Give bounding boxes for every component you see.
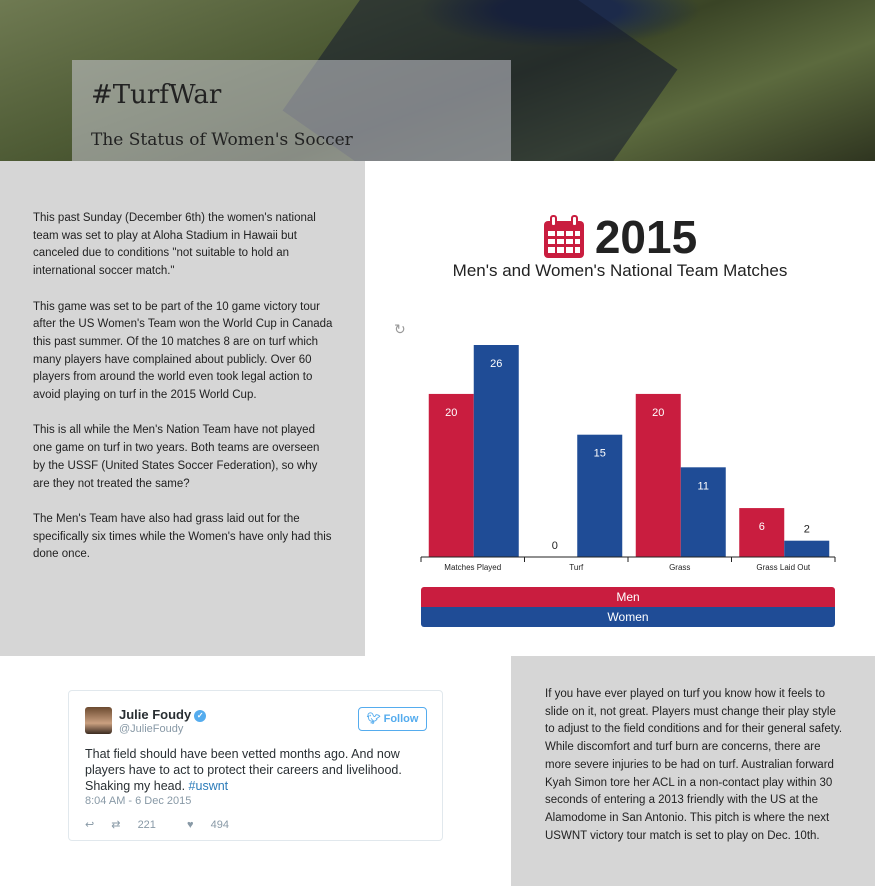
- data-label: 6: [759, 521, 765, 533]
- page-title: #TurfWar: [91, 80, 222, 110]
- intro-paragraph: The Men's Team have also had grass laid …: [33, 512, 332, 561]
- x-tick-label: Grass: [669, 563, 690, 572]
- tweet-body: That field should have been vetted month…: [85, 747, 402, 793]
- bar-women[interactable]: [473, 345, 519, 557]
- data-label: 20: [445, 407, 457, 419]
- bar-men[interactable]: [428, 393, 474, 557]
- data-label: 0: [552, 540, 558, 552]
- bar-women[interactable]: [680, 467, 726, 557]
- tweet-handle[interactable]: @JulieFoudy: [119, 723, 184, 735]
- heart-icon: ♥: [186, 819, 197, 831]
- follow-label: Follow: [383, 713, 419, 725]
- page-subtitle: The Status of Women's Soccer: [91, 130, 353, 150]
- chart-header: 2015: [365, 206, 875, 264]
- author-name[interactable]: Julie Foudy: [119, 707, 192, 722]
- data-label: 11: [698, 480, 709, 492]
- verified-icon: ✓: [194, 710, 207, 722]
- x-tick-label: Turf: [569, 563, 584, 572]
- refresh-icon[interactable]: ↻: [394, 321, 406, 337]
- tweet-text: That field should have been vetted month…: [85, 746, 430, 794]
- chart-title: Men's and Women's National Team Matches: [452, 261, 788, 280]
- bar-women[interactable]: [577, 434, 623, 557]
- tweet-author[interactable]: Julie Foudy ✓: [119, 707, 207, 722]
- data-label: 2: [804, 524, 810, 536]
- chart-panel: 2015 Men's and Women's National Team Mat…: [365, 161, 875, 656]
- data-label: 20: [652, 407, 664, 419]
- bar-women[interactable]: [784, 540, 830, 557]
- calendar-icon: [543, 214, 584, 258]
- retweet-count: 221: [137, 819, 156, 831]
- intro-paragraph: This game was set to be part of the 10 g…: [33, 300, 333, 402]
- legend-women[interactable]: Women: [421, 607, 835, 627]
- hero-banner: #TurfWar The Status of Women's Soccer: [0, 0, 875, 161]
- x-tick-label: Matches Played: [444, 563, 501, 572]
- hashtag-link[interactable]: #uswnt: [188, 779, 229, 793]
- retweet-button[interactable]: ⇄ 221: [111, 819, 170, 831]
- legend-men[interactable]: Men: [421, 587, 835, 607]
- data-label: 15: [594, 448, 606, 460]
- chart-year: 2015: [594, 210, 698, 263]
- x-tick-label: Grass Laid Out: [756, 563, 811, 572]
- data-label: 26: [490, 358, 502, 370]
- intro-panel: This past Sunday (December 6th) the wome…: [0, 161, 365, 656]
- closing-paragraph: If you have ever played on turf you know…: [545, 688, 843, 842]
- reply-icon[interactable]: ↩: [85, 819, 95, 831]
- like-count: 494: [210, 819, 229, 831]
- tweet-timestamp[interactable]: 8:04 AM - 6 Dec 2015: [85, 795, 192, 807]
- title-box: #TurfWar The Status of Women's Soccer: [72, 60, 511, 161]
- bar-men[interactable]: [635, 393, 681, 557]
- follow-button[interactable]: 🐦︎ Follow: [358, 707, 427, 731]
- retweet-icon: ⇄: [111, 819, 124, 831]
- intro-paragraph: This past Sunday (December 6th) the wome…: [33, 212, 316, 278]
- avatar[interactable]: [85, 707, 112, 734]
- twitter-bird-icon: 🐦︎: [366, 713, 384, 725]
- like-button[interactable]: ♥ 494: [187, 819, 243, 831]
- embedded-tweet[interactable]: Julie Foudy ✓ @JulieFoudy 🐦︎ Follow That …: [68, 690, 443, 841]
- bar-men[interactable]: [739, 508, 785, 557]
- bar-chart: 20 26 Matches Played 0 15 Turf 20 11 Grass 6 2 Gras…: [420, 345, 836, 572]
- tweet-actions: ↩ ⇄ 221 ♥ 494: [85, 818, 257, 831]
- closing-panel: If you have ever played on turf you know…: [511, 656, 875, 886]
- intro-paragraph: This is all while the Men's Nation Team …: [33, 424, 320, 490]
